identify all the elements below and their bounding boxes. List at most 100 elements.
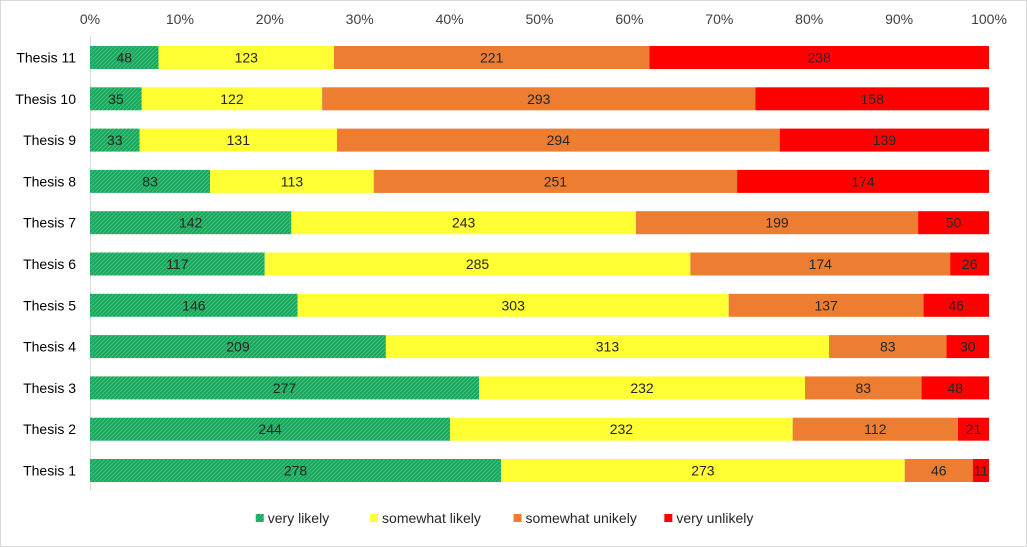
bar-segment [921, 376, 989, 400]
category-label: Thesis 1 [23, 463, 76, 479]
data-label: 113 [281, 173, 304, 189]
data-label: 158 [861, 91, 885, 107]
data-label: 273 [691, 463, 715, 479]
data-label: 131 [227, 132, 251, 148]
data-label: 278 [284, 463, 308, 479]
data-label: 294 [547, 132, 571, 148]
x-tick-label: 70% [705, 11, 733, 27]
bar-segment [792, 417, 958, 441]
data-label: 199 [765, 215, 789, 231]
bar-segment [737, 169, 989, 193]
data-label: 117 [166, 256, 189, 272]
bar-segment [90, 169, 211, 193]
bar-segment [804, 376, 922, 400]
data-label: 11 [974, 463, 989, 479]
bar-segment [90, 252, 265, 276]
bar-segment [904, 459, 973, 482]
data-label: 46 [931, 463, 947, 479]
data-label: 30 [960, 339, 976, 355]
data-label: 142 [179, 215, 203, 231]
bar-segment [90, 417, 451, 441]
bar-segment [950, 252, 989, 276]
x-tick-label: 90% [885, 11, 913, 27]
bar-segment [90, 459, 502, 482]
bar-segment [479, 376, 805, 400]
x-tick-label: 80% [795, 11, 823, 27]
data-label: 33 [107, 132, 123, 148]
data-label: 293 [527, 91, 551, 107]
x-axis: 0% 10% 20% 30% 40% 50% 60% 70% 80% 90% 100% Thesis … [15, 11, 1007, 490]
data-label: 232 [610, 421, 634, 437]
category-label: Thesis 5 [23, 297, 76, 313]
bar-segment [90, 376, 480, 400]
data-label: 146 [182, 297, 206, 313]
legend-label: somewhat unikely [526, 510, 637, 526]
bar-segment [336, 128, 780, 152]
category-label: Thesis 11 [16, 50, 76, 66]
bar-segment [958, 417, 989, 441]
bar-segment [90, 293, 298, 317]
data-label: 174 [809, 256, 833, 272]
plot-area: 48 123 221 238 35 122 293 158 33 131 294 139 83 113 25… [90, 46, 989, 482]
category-label: Thesis 8 [23, 173, 76, 189]
x-tick-label: 60% [615, 11, 643, 27]
legend: very likely somewhat likely somewhat unike… [255, 510, 753, 526]
data-label: 238 [808, 50, 832, 66]
legend-label: very unlikely [676, 510, 753, 526]
bar-segment [141, 87, 323, 111]
category-label: Thesis 7 [23, 215, 76, 231]
data-label: 46 [948, 297, 964, 313]
data-label: 21 [966, 421, 982, 437]
bar-segment [90, 211, 292, 235]
data-label: 122 [220, 91, 244, 107]
data-label: 112 [864, 421, 887, 437]
category-label: Thesis 9 [23, 132, 76, 148]
x-tick-label: 30% [346, 11, 374, 27]
data-label: 139 [873, 132, 897, 148]
data-label: 232 [630, 380, 654, 396]
data-label: 48 [116, 50, 132, 66]
data-label: 26 [962, 256, 978, 272]
bar-segment [334, 46, 650, 69]
category-label: Thesis 4 [23, 339, 76, 355]
bar-segment [918, 211, 989, 235]
category-label: Thesis 6 [23, 256, 76, 272]
data-label: 123 [235, 50, 259, 66]
category-label: Thesis 10 [15, 91, 76, 107]
data-label: 83 [142, 173, 158, 189]
legend-swatch [664, 514, 673, 522]
bar-segment [450, 417, 793, 441]
data-label: 251 [544, 173, 568, 189]
bar-segment [264, 252, 691, 276]
x-tick-label: 0% [80, 11, 100, 27]
bar-segment [728, 293, 924, 317]
legend-swatch [255, 514, 264, 522]
bar-segment [635, 211, 919, 235]
bar-segment [158, 46, 335, 69]
bar-segment [501, 459, 905, 482]
category-label: Thesis 2 [23, 421, 76, 437]
bar-segment [291, 211, 636, 235]
data-label: 209 [226, 339, 250, 355]
data-label: 48 [947, 380, 963, 396]
data-label: 137 [814, 297, 838, 313]
bar-segment [779, 128, 989, 152]
bar-segment [139, 128, 337, 152]
x-tick-label: 100% [971, 11, 1007, 27]
bar-segment [373, 169, 738, 193]
data-label: 285 [466, 256, 490, 272]
bar-segment [972, 459, 989, 482]
bar-segment [649, 46, 989, 69]
bar-segment [322, 87, 756, 111]
data-label: 174 [851, 173, 875, 189]
legend-swatch [513, 514, 522, 522]
x-tick-label: 40% [436, 11, 464, 27]
bar-segment [755, 87, 989, 111]
legend-label: somewhat likely [382, 510, 481, 526]
bar-segment [90, 128, 140, 152]
bar-segment [829, 335, 947, 359]
data-label: 313 [596, 339, 620, 355]
data-label: 243 [452, 215, 476, 231]
bar-segment [90, 46, 159, 69]
